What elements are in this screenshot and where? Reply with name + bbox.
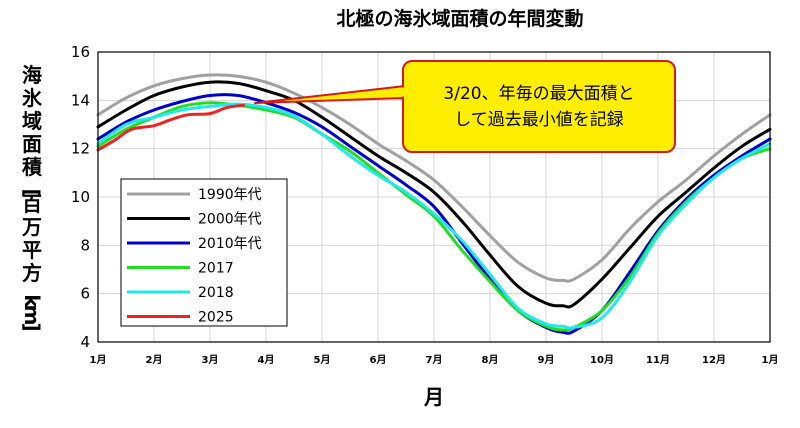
y-axis-label-char: 積 [22,155,43,179]
y-axis-label-char: 海 [22,63,42,87]
y-axis-label-char: k [20,294,44,308]
y-axis-label-char: 万 [21,215,42,239]
callout-line-2: して過去最小値を記録 [454,110,624,130]
series-layer [96,73,772,335]
y-tick-label: 14 [71,91,90,109]
y-axis-label-char: 百 [22,192,42,216]
x-tick-label: 4月 [258,354,275,366]
chart-title: 北極の海氷域面積の年間変動 [336,7,583,30]
callout-line-1: 3/20、年毎の最大面積と [443,84,634,104]
x-tick-label: 12月 [702,354,726,366]
y-axis-label-char: 方 [22,261,42,285]
callout-box [402,60,676,153]
y-axis-label-char: ] [20,322,44,331]
y-tick-labels: 4 6 8 10 12 14 16 [71,43,90,351]
x-tick-label: 8月 [482,354,499,366]
legend-label-4: 2018 [198,285,234,301]
x-tick-label: 5月 [314,354,331,366]
x-tick-label: 7月 [426,354,443,366]
legend-label-2: 2010年代 [198,236,262,252]
legend-label-0: 1990年代 [198,187,262,203]
legend-label-1: 2000年代 [198,212,262,228]
series-line-4 [96,102,772,330]
series-line-0 [96,73,772,283]
x-tick-label: 11月 [646,354,670,366]
legend: 1990年代 2000年代 2010年代 2017 2018 2025 [120,178,288,327]
y-tick-label: 4 [80,333,90,351]
legend-label-3: 2017 [198,261,234,277]
x-tick-label: 9月 [538,354,555,366]
callout: 3/20、年毎の最大面積と して過去最小値を記録 [254,60,676,153]
x-tick-labels: 1月 2月 3月 4月 5月 6月 7月 8月 9月 10月 11月 12月 1月 [90,354,779,366]
x-tick-label: 1月 [762,354,779,366]
plot-frame [97,51,771,343]
series-line-1 [96,80,772,309]
legend-label-5: 2025 [198,310,234,326]
series-line-5 [96,103,246,152]
x-axis-label: 月 [423,385,444,409]
x-tick-label: 10月 [590,354,614,366]
y-axis-label-char: [ [20,188,44,197]
y-tick-label: 10 [71,188,90,206]
y-tick-label: 8 [80,236,90,254]
x-tick-label: 6月 [370,354,387,366]
x-tick-label: 1月 [90,354,107,366]
legend-box [120,178,288,327]
y-tick-label: 16 [71,43,90,61]
series-line-2 [96,93,772,335]
y-axis-label-char: 氷 [22,86,43,110]
y-axis-label-char: 域 [22,109,42,133]
y-tick-label: 6 [80,285,90,303]
y-tick-label: 12 [71,140,90,158]
y-axis-label-char: m [20,305,44,326]
x-tick-label: 3月 [202,354,219,366]
y-axis-label-char: 平 [22,238,42,262]
callout-seam-cover [401,87,407,97]
x-tick-label: 2月 [146,354,163,366]
y-axis-label-char: 面 [22,132,42,156]
